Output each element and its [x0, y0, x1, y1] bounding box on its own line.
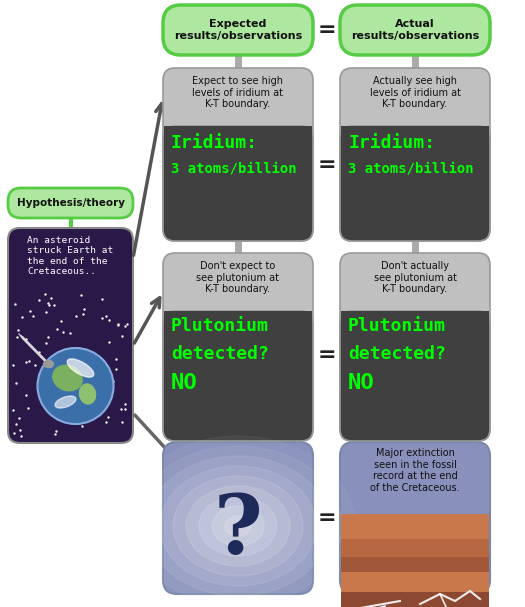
- FancyBboxPatch shape: [341, 514, 489, 592]
- FancyBboxPatch shape: [163, 68, 313, 241]
- Bar: [341, 514, 489, 539]
- Ellipse shape: [44, 361, 54, 367]
- Ellipse shape: [55, 396, 76, 408]
- Bar: [341, 572, 489, 592]
- Text: ?: ?: [214, 491, 262, 571]
- Text: =: =: [318, 20, 337, 40]
- FancyBboxPatch shape: [8, 228, 133, 443]
- Text: detected?: detected?: [171, 345, 269, 363]
- Bar: [164, 126, 312, 138]
- Text: Actual
results/observations: Actual results/observations: [351, 19, 479, 41]
- Bar: [341, 539, 489, 557]
- Ellipse shape: [199, 496, 277, 556]
- Ellipse shape: [225, 516, 251, 536]
- Text: An asteroid
struck Earth at
the end of the
Cretaceous..: An asteroid struck Earth at the end of t…: [27, 236, 113, 276]
- Text: Expect to see high
levels of iridium at
K-T boundary.: Expect to see high levels of iridium at …: [193, 76, 284, 109]
- Text: Don't expect to
see plutonium at
K-T boundary.: Don't expect to see plutonium at K-T bou…: [196, 261, 279, 294]
- Ellipse shape: [53, 365, 82, 391]
- Text: Actually see high
levels of iridium at
K-T boundary.: Actually see high levels of iridium at K…: [370, 76, 460, 109]
- Bar: [341, 126, 489, 138]
- Text: NO: NO: [348, 373, 375, 393]
- Text: =: =: [318, 508, 337, 528]
- Text: Don't actually
see plutonium at
K-T boundary.: Don't actually see plutonium at K-T boun…: [373, 261, 457, 294]
- Text: Iridium:: Iridium:: [348, 134, 435, 152]
- Text: detected?: detected?: [348, 345, 446, 363]
- FancyBboxPatch shape: [163, 442, 313, 594]
- Ellipse shape: [160, 466, 316, 586]
- FancyBboxPatch shape: [163, 253, 313, 441]
- Text: NO: NO: [171, 373, 198, 393]
- Text: 3 atoms/billion: 3 atoms/billion: [348, 162, 474, 176]
- FancyBboxPatch shape: [340, 442, 490, 594]
- Ellipse shape: [147, 456, 329, 596]
- Ellipse shape: [134, 446, 342, 606]
- Text: Plutonium: Plutonium: [171, 317, 269, 335]
- FancyBboxPatch shape: [340, 68, 490, 241]
- Circle shape: [37, 348, 113, 424]
- FancyBboxPatch shape: [8, 188, 133, 218]
- Text: 3 atoms/billion: 3 atoms/billion: [171, 162, 297, 176]
- FancyBboxPatch shape: [163, 126, 313, 241]
- Text: Iridium:: Iridium:: [171, 134, 258, 152]
- Text: Hypothesis/theory: Hypothesis/theory: [16, 198, 124, 208]
- Bar: [341, 557, 489, 572]
- Text: Major extinction
seen in the fossil
record at the end
of the Cretaceous.: Major extinction seen in the fossil reco…: [370, 448, 460, 493]
- Bar: [341, 592, 489, 607]
- FancyBboxPatch shape: [163, 311, 313, 441]
- FancyBboxPatch shape: [340, 311, 490, 441]
- FancyBboxPatch shape: [340, 253, 490, 441]
- Ellipse shape: [173, 476, 303, 576]
- Text: =: =: [318, 155, 337, 174]
- FancyBboxPatch shape: [340, 126, 490, 241]
- Text: =: =: [318, 345, 337, 365]
- Ellipse shape: [67, 359, 94, 377]
- Bar: [341, 311, 489, 323]
- FancyBboxPatch shape: [340, 5, 490, 55]
- Ellipse shape: [79, 384, 96, 404]
- Bar: [164, 311, 312, 323]
- Text: Expected
results/observations: Expected results/observations: [174, 19, 302, 41]
- FancyBboxPatch shape: [163, 5, 313, 55]
- Text: Plutonium: Plutonium: [348, 317, 446, 335]
- Ellipse shape: [212, 506, 264, 546]
- Ellipse shape: [186, 486, 290, 566]
